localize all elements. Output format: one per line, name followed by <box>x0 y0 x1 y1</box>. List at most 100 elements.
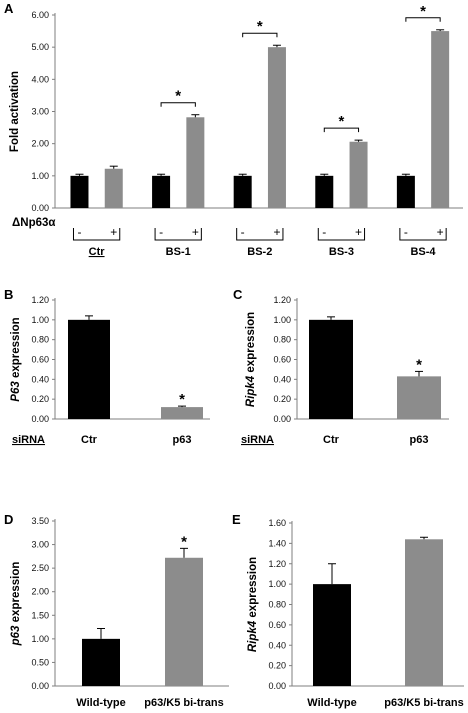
y-tick-label: 1.00 <box>31 634 49 644</box>
panel-letter-c: C <box>233 287 243 302</box>
row-label: siRNA <box>12 434 45 446</box>
y-axis-label: Ripk4 expression <box>245 312 257 407</box>
category-label: p63/K5 bi-trans <box>384 697 463 709</box>
y-tick-label: 1.50 <box>31 610 49 620</box>
plus-label: + <box>110 225 117 239</box>
y-tick-label: 0.40 <box>268 640 286 650</box>
minus-label: - <box>77 225 81 239</box>
panel-d: D 0.00 0.50 1.00 1.50 2.00 2.50 3.00 3.50 p63 exp… <box>4 512 229 709</box>
category-label: Wild-type <box>307 697 356 709</box>
significance-star: * <box>257 18 263 35</box>
group-label: BS-3 <box>329 246 354 258</box>
plus-label: + <box>355 225 362 239</box>
y-axis-label-rest: expression <box>10 317 22 381</box>
significance-bracket <box>242 32 278 38</box>
y-tick-label: 3.50 <box>31 516 49 526</box>
bar <box>186 117 205 208</box>
y-tick-label: 0.40 <box>273 374 291 384</box>
significance-star: * <box>338 113 344 130</box>
group-bracket <box>236 228 284 241</box>
y-axis-label: P63 expression <box>10 317 22 401</box>
y-tick-label: 0.20 <box>31 394 49 404</box>
significance-bracket <box>323 127 360 133</box>
y-tick-label: 0.50 <box>31 657 49 667</box>
bar <box>313 584 351 686</box>
y-axis-label-gene: Ripk4 <box>247 620 259 652</box>
panel-c: C 0.00 0.20 0.40 0.60 0.80 1.00 1.20 Ripk4 expre… <box>233 287 449 446</box>
group-label: BS-2 <box>247 246 272 258</box>
x-header-label: ΔNp63α <box>12 217 55 229</box>
y-tick-label: 0.00 <box>268 681 286 691</box>
group-label: Ctr <box>89 246 106 258</box>
bar <box>431 31 450 209</box>
significance-star: * <box>416 356 422 373</box>
row-label: siRNA <box>241 434 274 446</box>
bar <box>405 539 443 686</box>
y-axis-label: p63 expression <box>10 562 22 647</box>
bar <box>161 407 203 419</box>
y-axis-label-rest: expression <box>10 562 22 626</box>
category-label: Ctr <box>323 434 340 446</box>
y-tick-label: 0.00 <box>31 414 49 424</box>
category-label: p63 <box>410 434 429 446</box>
y-axis-label-gene: Ripk4 <box>245 375 257 407</box>
y-tick-label: 0.20 <box>273 394 291 404</box>
y-axis-label: Ripk4 expression <box>247 557 259 652</box>
y-tick-label: 1.00 <box>273 315 291 325</box>
minus-label: - <box>241 225 245 239</box>
minus-label: - <box>404 225 408 239</box>
bar <box>70 175 89 208</box>
plus-label: + <box>192 225 199 239</box>
y-tick-label: 1.60 <box>268 518 286 528</box>
y-tick-label: 0.20 <box>268 661 286 671</box>
significance-star: * <box>420 3 426 20</box>
category-label: p63/K5 bi-trans <box>144 697 223 709</box>
bar <box>152 175 171 208</box>
group-bracket <box>72 228 121 241</box>
category-label: Ctr <box>81 434 98 446</box>
category-label: Wild-type <box>76 697 125 709</box>
significance-star: * <box>179 391 185 408</box>
y-tick-label: 4.00 <box>31 74 49 84</box>
panel-letter-b: B <box>4 287 13 302</box>
significance-star: * <box>175 88 181 105</box>
group-bracket <box>154 228 202 241</box>
bar <box>104 168 123 208</box>
y-tick-label: 1.40 <box>268 538 286 548</box>
y-tick-label: 0.80 <box>268 600 286 610</box>
category-label: p63 <box>173 434 192 446</box>
y-tick-label: 1.00 <box>31 315 49 325</box>
y-tick-label: 1.00 <box>31 171 49 181</box>
bar <box>349 141 368 208</box>
group-bracket <box>317 228 366 241</box>
bar <box>397 376 441 419</box>
y-tick-label: 1.20 <box>268 559 286 569</box>
y-tick-label: 3.00 <box>31 540 49 550</box>
plus-label: + <box>273 225 280 239</box>
y-tick-label: 0.80 <box>273 335 291 345</box>
panel-b: B 0.00 0.20 0.40 0.60 0.80 1.00 1.20 P63 express… <box>4 287 210 446</box>
y-tick-label: 5.00 <box>31 42 49 52</box>
y-tick-label: 1.20 <box>273 295 291 305</box>
y-tick-label: 1.00 <box>268 579 286 589</box>
y-tick-label: 2.50 <box>31 563 49 573</box>
y-tick-label: 1.20 <box>31 295 49 305</box>
plus-label: + <box>437 225 444 239</box>
y-axis-label-rest: expression <box>247 557 259 621</box>
y-tick-label: 2.00 <box>31 139 49 149</box>
y-tick-label: 6.00 <box>31 10 49 20</box>
y-tick-label: 0.00 <box>31 681 49 691</box>
bar <box>68 319 110 419</box>
y-tick-label: 2.00 <box>31 587 49 597</box>
y-tick-label: 0.40 <box>31 374 49 384</box>
panel-letter-d: D <box>4 512 13 527</box>
panel-letter-a: A <box>4 1 14 16</box>
group-label: BS-1 <box>166 246 191 258</box>
y-axis-label-rest: expression <box>245 312 257 376</box>
bar <box>396 175 415 208</box>
y-tick-label: 0.00 <box>31 203 49 213</box>
bar <box>233 175 252 208</box>
group-label: BS-4 <box>410 246 436 258</box>
y-tick-label: 0.60 <box>268 620 286 630</box>
